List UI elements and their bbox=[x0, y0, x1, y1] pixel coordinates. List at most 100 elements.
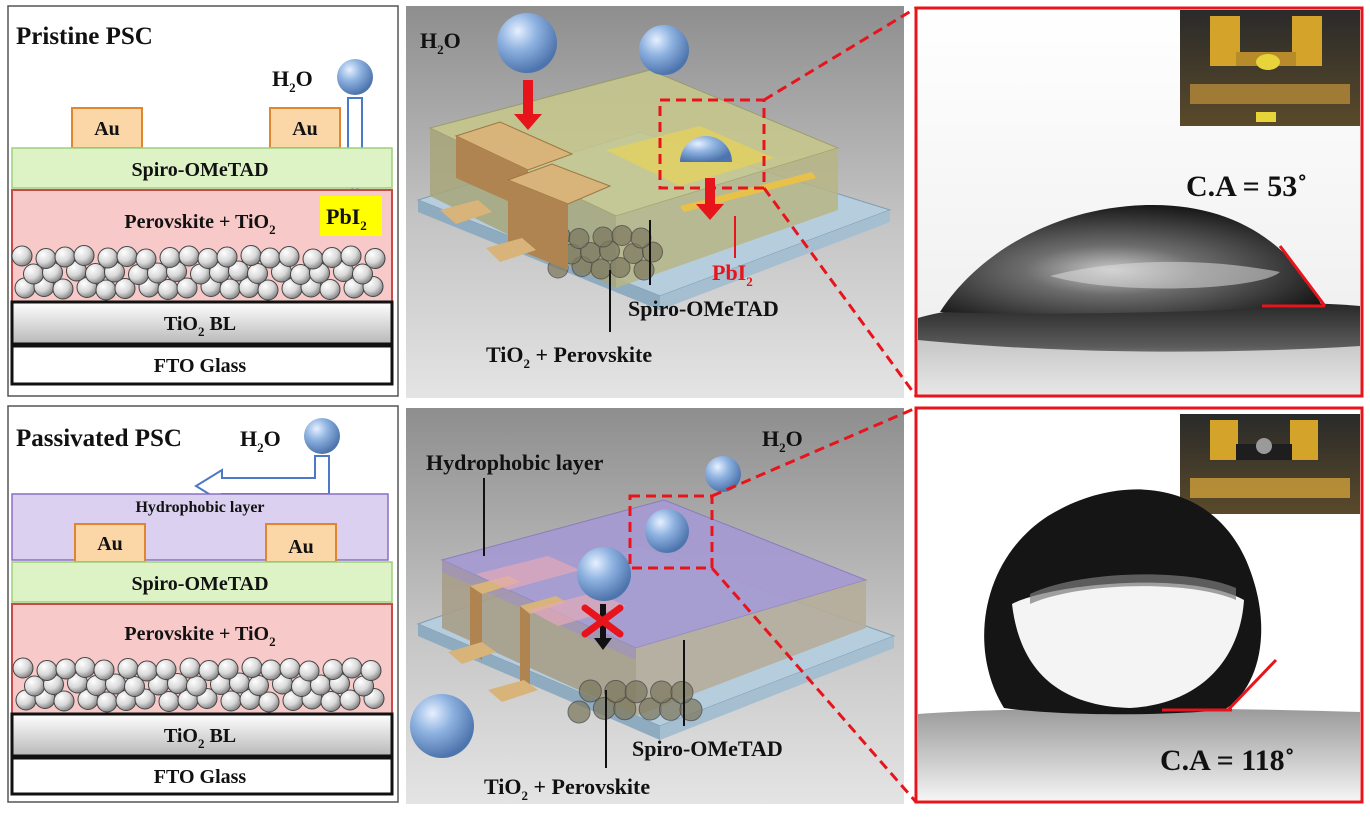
tio2-bead bbox=[278, 246, 300, 267]
passivated-spiro-label: Spiro-OMeTAD bbox=[131, 573, 268, 595]
passivated-render-spiro-label: Spiro-OMeTAD bbox=[632, 736, 783, 761]
tio2-bead bbox=[178, 245, 200, 267]
passivated-contact-angle-label: C.A = 118˚ bbox=[1160, 744, 1295, 777]
tio2-bead bbox=[159, 247, 181, 268]
tio2-bead bbox=[321, 247, 343, 268]
passivated-sample-inset bbox=[1180, 414, 1360, 514]
passivated-tio2-bl-layer bbox=[10, 712, 394, 758]
tio2-bead bbox=[341, 657, 363, 679]
passivated-tio2-bl-label: TiO2 BL bbox=[164, 725, 236, 751]
pristine-render-water-drop bbox=[680, 136, 732, 162]
passivated-contact-angle-photo: C.A = 118˚ bbox=[914, 406, 1364, 804]
tio2-bead bbox=[650, 680, 674, 704]
passivated-au-left-label: Au bbox=[97, 533, 123, 555]
pristine-pbi2-label: PbI2 bbox=[326, 204, 367, 233]
pristine-contact-angle-photo: C.A = 53˚ bbox=[914, 6, 1364, 398]
tio2-bead bbox=[609, 257, 631, 278]
tio2-bead bbox=[114, 278, 136, 299]
passivated-render-water-3 bbox=[577, 547, 631, 601]
tio2-bead bbox=[54, 246, 76, 268]
tio2-bead bbox=[117, 658, 139, 679]
pristine-tio2-beads bbox=[11, 245, 386, 301]
passivated-perovskite-label: Perovskite + TiO2 bbox=[124, 623, 275, 649]
tio2-bead bbox=[568, 228, 590, 249]
tio2-bead bbox=[258, 691, 280, 713]
passivated-render-blocked-arrow bbox=[594, 604, 612, 650]
passivated-schematic: Passivated PSC H2O Hydrophobic layer Au … bbox=[7, 405, 399, 803]
tio2-bead bbox=[670, 680, 694, 704]
pristine-fto-label: FTO Glass bbox=[154, 355, 247, 377]
tio2-bead bbox=[35, 248, 57, 269]
tio2-bead bbox=[339, 689, 361, 711]
passivated-au-right-label: Au bbox=[288, 536, 314, 558]
passivated-tio2-beads bbox=[12, 657, 385, 713]
pristine-render-arrow-1 bbox=[514, 80, 542, 130]
tio2-bead bbox=[136, 660, 158, 682]
passivated-render-water-label: H2O bbox=[762, 426, 803, 455]
tio2-bead bbox=[257, 279, 279, 301]
passivated-fto-label: FTO Glass bbox=[154, 766, 247, 788]
passivated-render-beads bbox=[567, 679, 703, 724]
tio2-bead bbox=[624, 680, 648, 704]
pristine-fto-layer bbox=[10, 344, 394, 386]
tio2-bead bbox=[340, 245, 362, 267]
tio2-bead bbox=[322, 659, 344, 680]
passivated-render-tio2-label: TiO2 + Perovskite bbox=[484, 774, 650, 803]
passivated-fto-layer bbox=[10, 756, 394, 796]
tio2-bead bbox=[630, 227, 652, 249]
passivated-hydrophobic-label: Hydrophobic layer bbox=[135, 499, 264, 516]
pristine-device-render: H2O PbI2 Spiro-OMeTAD TiO2 + Perovskite bbox=[406, 6, 904, 398]
tio2-bead bbox=[302, 248, 324, 270]
passivated-render-blocked-cross bbox=[581, 604, 624, 638]
tio2-bead bbox=[241, 657, 263, 678]
pristine-render-pbi2-label: PbI2 bbox=[712, 260, 753, 289]
pristine-schematic: Pristine PSC H2O Au Au Spiro-OMeTAD Pero… bbox=[7, 5, 399, 397]
pristine-au-right-label: Au bbox=[292, 118, 318, 140]
tio2-bead bbox=[240, 245, 262, 266]
tio2-bead bbox=[298, 660, 320, 682]
passivated-au-right bbox=[265, 523, 337, 563]
pristine-render-tio2-label: TiO2 + Perovskite bbox=[486, 342, 652, 371]
tio2-bead bbox=[197, 248, 219, 269]
passivated-title: Passivated PSC bbox=[16, 425, 182, 452]
tio2-bead bbox=[611, 225, 633, 246]
tio2-bead bbox=[55, 658, 77, 680]
tio2-bead bbox=[198, 660, 220, 681]
tio2-bead bbox=[319, 279, 341, 300]
pristine-render-water-2 bbox=[639, 25, 689, 75]
tio2-bead bbox=[73, 245, 95, 266]
tio2-bead bbox=[259, 247, 281, 269]
pristine-render-spiro-label: Spiro-OMeTAD bbox=[628, 296, 779, 321]
tio2-bead bbox=[604, 679, 628, 703]
tio2-bead bbox=[155, 659, 177, 680]
tio2-bead bbox=[93, 659, 115, 681]
tio2-bead bbox=[360, 660, 382, 681]
tio2-bead bbox=[642, 241, 663, 263]
tio2-bead bbox=[11, 245, 33, 267]
pristine-tio2-bl-layer bbox=[10, 300, 394, 346]
pristine-zoom-box bbox=[658, 98, 766, 190]
tio2-bead bbox=[74, 657, 96, 678]
passivated-device-render: H2O Hydrophobic layer Spiro-OMeTAD TiO2 … bbox=[406, 408, 904, 804]
tio2-bead bbox=[36, 660, 58, 681]
passivated-zoom-box bbox=[628, 494, 714, 570]
pristine-au-right bbox=[269, 107, 341, 149]
passivated-tangent-line bbox=[1226, 658, 1278, 712]
pristine-pbi2-highlight bbox=[320, 196, 382, 236]
pristine-spiro-layer bbox=[11, 147, 393, 189]
passivated-render-water-4 bbox=[410, 694, 474, 758]
tio2-bead bbox=[12, 657, 34, 679]
tio2-bead bbox=[260, 659, 282, 681]
tio2-bead bbox=[97, 247, 119, 269]
passivated-render-hydrophobic-label: Hydrophobic layer bbox=[426, 450, 604, 475]
pristine-contact-angle-label: C.A = 53˚ bbox=[1186, 170, 1307, 203]
pristine-render-water-1 bbox=[497, 13, 557, 73]
pristine-title: Pristine PSC bbox=[16, 23, 153, 50]
pristine-tangent-line bbox=[1278, 245, 1327, 307]
passivated-spiro-layer bbox=[11, 561, 393, 603]
passivated-water-droplet bbox=[304, 418, 340, 454]
pristine-water-droplet bbox=[337, 59, 373, 95]
pristine-render-arrow-2 bbox=[696, 178, 724, 220]
passivated-water-label: H2O bbox=[240, 426, 281, 455]
